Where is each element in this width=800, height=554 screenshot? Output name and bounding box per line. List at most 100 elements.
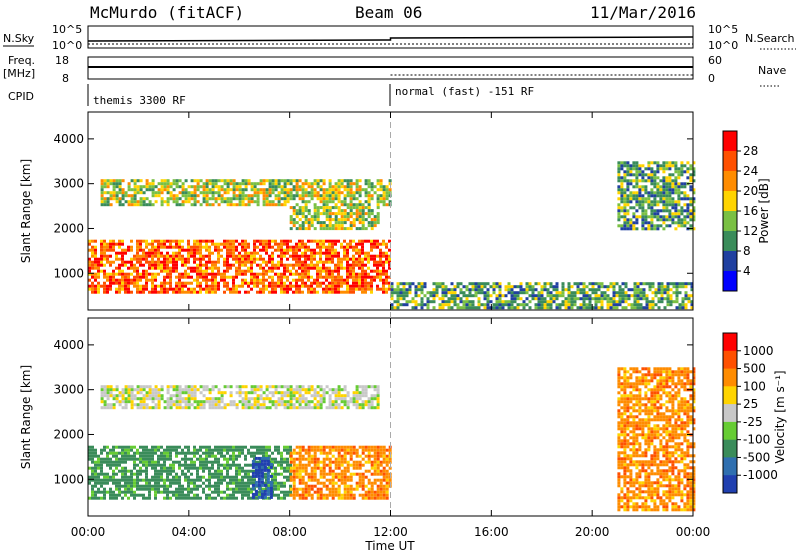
velocity-cell-2	[340, 469, 344, 473]
power-cell-0	[349, 242, 352, 246]
velocity-cell-3	[106, 385, 110, 389]
velocity-cell-1	[266, 492, 270, 496]
power-cell-1	[241, 203, 245, 207]
velocity-cell-2	[361, 472, 365, 476]
power-cell-3	[468, 291, 472, 295]
power-cell-4	[689, 173, 693, 177]
power-cell-0	[202, 263, 205, 267]
power-cell-3	[447, 297, 451, 301]
velocity-cell-0	[217, 457, 220, 461]
power-cell-1	[352, 191, 356, 195]
power-cell-0	[121, 275, 124, 279]
power-cell-0	[304, 269, 307, 273]
power-cell-0	[250, 251, 253, 255]
power-cell-3	[531, 297, 535, 301]
power-cell-1	[175, 197, 179, 201]
velocity-cell-2	[364, 484, 368, 488]
velocity-cell-3	[154, 394, 158, 398]
power-cell-0	[118, 239, 121, 243]
power-cell-0	[373, 260, 376, 264]
velocity-cell-3	[169, 400, 173, 404]
velocity-cell-3	[178, 391, 182, 395]
velocity-cell-0	[268, 445, 271, 449]
power-cell-1	[301, 197, 305, 201]
velocity-cell-2	[301, 493, 305, 497]
power-cell-3	[684, 282, 688, 286]
power-cell-2	[301, 227, 305, 231]
power-cell-1	[298, 185, 302, 189]
power-cell-3	[441, 300, 445, 304]
power-cell-0	[256, 263, 259, 267]
velocity-cell-2	[361, 481, 365, 485]
velocity-cell-0	[268, 496, 271, 500]
power-cell-1	[307, 185, 311, 189]
power-cell-2	[358, 227, 362, 231]
velocity-cell-0	[226, 487, 229, 491]
power-cell-0	[217, 260, 220, 264]
power-cell-2	[340, 221, 344, 225]
velocity-cell-3	[169, 394, 173, 398]
power-cell-0	[241, 254, 244, 258]
velocity-cell-0	[130, 481, 133, 485]
velocity-cell-3	[196, 406, 200, 410]
power-cell-4	[653, 212, 657, 216]
velocity-cell-0	[142, 493, 145, 497]
velocity-cell-0	[91, 454, 94, 458]
velocity-cell-0	[226, 493, 229, 497]
power-cell-0	[223, 278, 226, 282]
power-cell-0	[307, 248, 310, 252]
power-cell-0	[136, 245, 139, 249]
power-cell-4	[665, 188, 669, 192]
velocity-cell-0	[115, 451, 118, 455]
power-cell-0	[331, 275, 334, 279]
velocity-cell-0	[214, 487, 217, 491]
power-cell-3	[576, 291, 580, 295]
power-cell-3	[612, 300, 616, 304]
power-cell-4	[668, 224, 672, 228]
power-cell-1	[106, 200, 110, 204]
power-cell-0	[331, 254, 334, 258]
velocity-cell-0	[133, 454, 136, 458]
power-cell-3	[684, 303, 688, 307]
power-cell-3	[633, 291, 637, 295]
power-cell-0	[166, 257, 169, 261]
velocity-cell-0	[289, 463, 292, 467]
velocity-cell-2	[304, 496, 308, 500]
velocity-cell-1	[251, 459, 255, 463]
power-cell-0	[154, 245, 157, 249]
velocity-cell-0	[175, 445, 178, 449]
power-cell-0	[112, 269, 115, 273]
power-cell-3	[612, 288, 616, 292]
power-cell-4	[638, 164, 642, 168]
velocity-cell-0	[199, 478, 202, 482]
power-cell-0	[271, 278, 274, 282]
power-cell-4	[662, 194, 666, 198]
power-cell-4	[659, 191, 663, 195]
power-cell-1	[268, 194, 272, 198]
velocity-cell-1	[260, 495, 264, 499]
velocity-cell-0	[115, 454, 118, 458]
velocity-cell-3	[133, 394, 137, 398]
power-cell-3	[438, 285, 442, 289]
velocity-cell-0	[280, 454, 283, 458]
power-cell-0	[295, 245, 298, 249]
velocity-cell-0	[286, 493, 289, 497]
velocity-cell-0	[253, 457, 256, 461]
power-cell-0	[322, 287, 325, 291]
power-cell-4	[653, 200, 657, 204]
power-cell-0	[292, 245, 295, 249]
velocity-cell-3	[124, 391, 128, 395]
power-cell-3	[543, 285, 547, 289]
power-cell-1	[367, 182, 371, 186]
power-cell-0	[238, 284, 241, 288]
velocity-cell-2	[331, 487, 335, 491]
power-cell-4	[671, 218, 675, 222]
power-cell-3	[408, 282, 412, 286]
power-cell-0	[277, 278, 280, 282]
power-cell-2	[325, 206, 329, 210]
power-cell-1	[157, 182, 161, 186]
power-cell-3	[447, 291, 451, 295]
velocity-cell-0	[217, 472, 220, 476]
power-cell-0	[166, 269, 169, 273]
velocity-cell-0	[115, 481, 118, 485]
